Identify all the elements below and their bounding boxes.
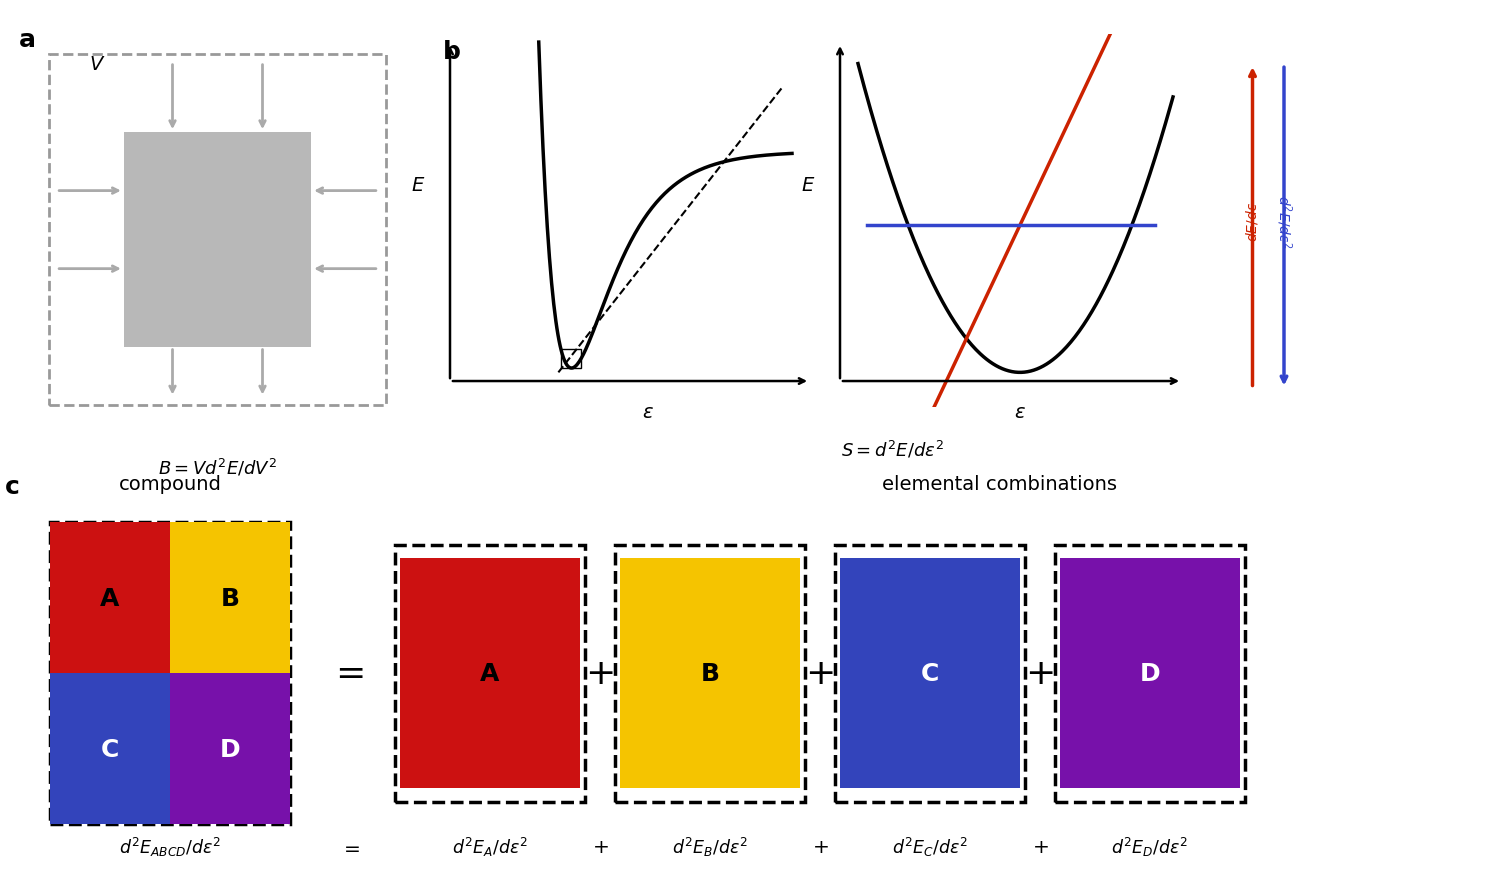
Text: +: + bbox=[1024, 657, 1054, 690]
Bar bbox=[615, 545, 806, 802]
Bar bbox=[840, 558, 1020, 789]
Bar bbox=[836, 545, 1024, 802]
Text: D: D bbox=[219, 736, 240, 761]
Text: compound: compound bbox=[118, 474, 222, 493]
Text: $+$: $+$ bbox=[812, 836, 828, 856]
Text: $E$: $E$ bbox=[801, 176, 816, 195]
Text: b: b bbox=[442, 40, 460, 64]
Text: $=$: $=$ bbox=[339, 836, 360, 856]
Text: $dE/d\varepsilon$: $dE/d\varepsilon$ bbox=[1245, 201, 1260, 242]
Bar bbox=[50, 523, 170, 673]
Text: $d^2E/d\varepsilon^2$: $d^2E/d\varepsilon^2$ bbox=[1274, 195, 1294, 248]
Text: C: C bbox=[921, 661, 939, 686]
Text: $\varepsilon$: $\varepsilon$ bbox=[1014, 403, 1026, 422]
Text: A: A bbox=[480, 661, 500, 686]
Text: $d^2E_A/d\varepsilon^2$: $d^2E_A/d\varepsilon^2$ bbox=[452, 835, 528, 858]
Text: $d^2E_D/d\varepsilon^2$: $d^2E_D/d\varepsilon^2$ bbox=[1112, 835, 1188, 858]
Bar bbox=[170, 673, 290, 824]
Text: B: B bbox=[700, 661, 720, 686]
Text: +: + bbox=[585, 657, 615, 690]
Bar bbox=[394, 545, 585, 802]
Text: c: c bbox=[4, 474, 20, 498]
Bar bbox=[400, 558, 580, 789]
Text: $V$: $V$ bbox=[90, 55, 105, 74]
Text: B: B bbox=[220, 586, 240, 610]
Text: $B = Vd^2E/dV^2$: $B = Vd^2E/dV^2$ bbox=[158, 456, 278, 478]
Bar bbox=[1060, 558, 1240, 789]
Text: =: = bbox=[334, 657, 364, 690]
Text: $+$: $+$ bbox=[1032, 836, 1048, 856]
Bar bbox=[170, 523, 290, 673]
Bar bbox=[50, 673, 170, 824]
Text: $+$: $+$ bbox=[591, 836, 609, 856]
Bar bbox=[620, 558, 800, 789]
Bar bbox=[50, 523, 290, 824]
Text: +: + bbox=[806, 657, 836, 690]
Bar bbox=[561, 350, 580, 369]
Text: $d^2E_C/d\varepsilon^2$: $d^2E_C/d\varepsilon^2$ bbox=[892, 835, 968, 858]
Bar bbox=[123, 133, 312, 347]
Text: $d^2E_{ABCD}/d\varepsilon^2$: $d^2E_{ABCD}/d\varepsilon^2$ bbox=[118, 835, 220, 858]
Text: $S = d^2E/d\varepsilon^2$: $S = d^2E/d\varepsilon^2$ bbox=[842, 439, 944, 460]
Text: $\varepsilon$: $\varepsilon$ bbox=[642, 403, 654, 422]
Text: D: D bbox=[1140, 661, 1161, 686]
Bar bbox=[1054, 545, 1245, 802]
Text: elemental combinations: elemental combinations bbox=[882, 474, 1118, 493]
Text: A: A bbox=[100, 586, 120, 610]
Text: C: C bbox=[100, 736, 118, 761]
Text: $E$: $E$ bbox=[411, 176, 426, 195]
Text: $d^2E_B/d\varepsilon^2$: $d^2E_B/d\varepsilon^2$ bbox=[672, 835, 748, 858]
Text: a: a bbox=[18, 27, 36, 51]
